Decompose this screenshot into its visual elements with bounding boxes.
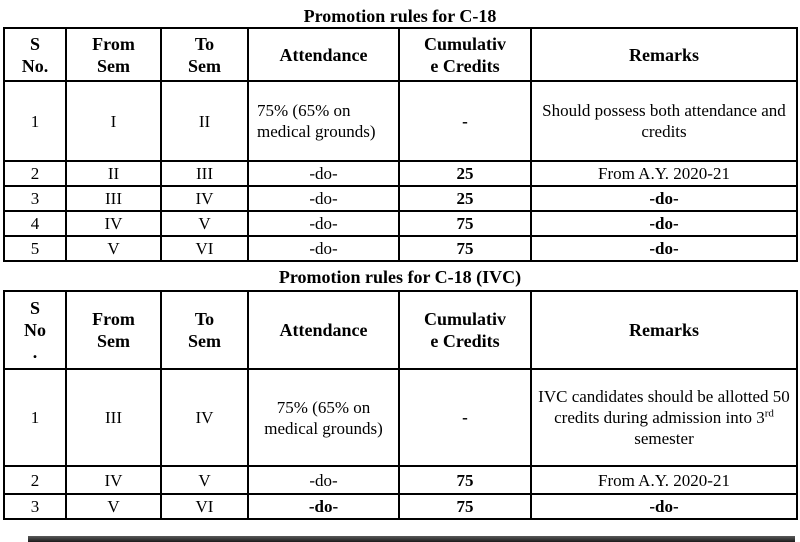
cell-to-sem: III <box>160 160 249 187</box>
cell-remarks: -do- <box>530 235 798 262</box>
cell-sno: 3 <box>3 185 67 212</box>
table-row: 2 II III -do- 25 From A.Y. 2020-21 <box>3 160 798 187</box>
cell-attendance: -do- <box>247 235 400 262</box>
cell-remarks: -do- <box>530 210 798 237</box>
scan-artifact-bar <box>28 536 795 542</box>
cell-credits: 75 <box>398 465 532 495</box>
cell-credits: 25 <box>398 160 532 187</box>
remark-text: IVC candidates should be allotted 50 cre… <box>538 387 790 427</box>
cell-sno: 2 <box>3 160 67 187</box>
cell-remarks: From A.Y. 2020-21 <box>530 465 798 495</box>
cell-to-sem: V <box>160 210 249 237</box>
cell-remarks: IVC candidates should be allotted 50 cre… <box>530 368 798 467</box>
cell-to-sem: IV <box>160 368 249 467</box>
header-cell-attendance: Attendance <box>247 290 400 370</box>
cell-credits: 75 <box>398 235 532 262</box>
header-row: S No . From Sem To Sem Attendance Cumula… <box>3 290 798 370</box>
cell-attendance: -do- <box>247 465 400 495</box>
cell-sno: 1 <box>3 80 67 162</box>
cell-sno: 4 <box>3 210 67 237</box>
cell-attendance: -do- <box>247 160 400 187</box>
cell-attendance: -do- <box>247 210 400 237</box>
header-cell-credits: Cumulativ e Credits <box>398 290 532 370</box>
cell-from-sem: II <box>65 160 162 187</box>
table-row: 5 V VI -do- 75 -do- <box>3 235 798 262</box>
header-cell-to-sem: To Sem <box>160 27 249 82</box>
cell-to-sem: VI <box>160 493 249 520</box>
cell-remarks: -do- <box>530 493 798 520</box>
table-row: 3 III IV -do- 25 -do- <box>3 185 798 212</box>
table-title-c18-ivc: Promotion rules for C-18 (IVC) <box>278 267 522 287</box>
cell-from-sem: IV <box>65 465 162 495</box>
header-cell-remarks: Remarks <box>530 290 798 370</box>
cell-to-sem: V <box>160 465 249 495</box>
superscript-ordinal: rd <box>764 407 774 420</box>
cell-credits: 75 <box>398 493 532 520</box>
cell-sno: 1 <box>3 368 67 467</box>
cell-from-sem: I <box>65 80 162 162</box>
cell-from-sem: IV <box>65 210 162 237</box>
cell-sno: 2 <box>3 465 67 495</box>
cell-credits: 75 <box>398 210 532 237</box>
table-row: 4 IV V -do- 75 -do- <box>3 210 798 237</box>
cell-from-sem: III <box>65 368 162 467</box>
cell-credits: 25 <box>398 185 532 212</box>
header-cell-from-sem: From Sem <box>65 290 162 370</box>
header-cell-from-sem: From Sem <box>65 27 162 82</box>
header-cell-attendance: Attendance <box>247 27 400 82</box>
cell-to-sem: II <box>160 80 249 162</box>
table-row: 3 V VI -do- 75 -do- <box>3 493 798 520</box>
promotion-table-c18: S No. From Sem To Sem Attendance Cumulat… <box>3 27 798 262</box>
cell-remarks: Should possess both attendance and credi… <box>530 80 798 162</box>
cell-attendance: -do- <box>247 185 400 212</box>
table-row: 1 I II 75% (65% on medical grounds) - Sh… <box>3 80 798 162</box>
promotion-table-c18-ivc: S No . From Sem To Sem Attendance Cumula… <box>3 290 798 520</box>
cell-sno: 3 <box>3 493 67 520</box>
table-row: 1 III IV 75% (65% on medical grounds) - … <box>3 368 798 467</box>
table-title-c18: Promotion rules for C-18 <box>303 6 497 26</box>
cell-from-sem: V <box>65 235 162 262</box>
header-cell-credits: Cumulativ e Credits <box>398 27 532 82</box>
header-row: S No. From Sem To Sem Attendance Cumulat… <box>3 27 798 82</box>
header-cell-to-sem: To Sem <box>160 290 249 370</box>
table-row: 2 IV V -do- 75 From A.Y. 2020-21 <box>3 465 798 495</box>
cell-from-sem: III <box>65 185 162 212</box>
cell-to-sem: VI <box>160 235 249 262</box>
cell-to-sem: IV <box>160 185 249 212</box>
cell-attendance: 75% (65% on medical grounds) <box>247 80 400 162</box>
cell-remarks: From A.Y. 2020-21 <box>530 160 798 187</box>
cell-from-sem: V <box>65 493 162 520</box>
header-cell-remarks: Remarks <box>530 27 798 82</box>
cell-remarks: -do- <box>530 185 798 212</box>
cell-sno: 5 <box>3 235 67 262</box>
header-cell-sno: S No . <box>3 290 67 370</box>
remark-text: semester <box>634 429 694 448</box>
cell-attendance: 75% (65% on medical grounds) <box>247 368 400 467</box>
cell-credits: - <box>398 80 532 162</box>
cell-attendance: -do- <box>247 493 400 520</box>
cell-credits: - <box>398 368 532 467</box>
header-cell-sno: S No. <box>3 27 67 82</box>
